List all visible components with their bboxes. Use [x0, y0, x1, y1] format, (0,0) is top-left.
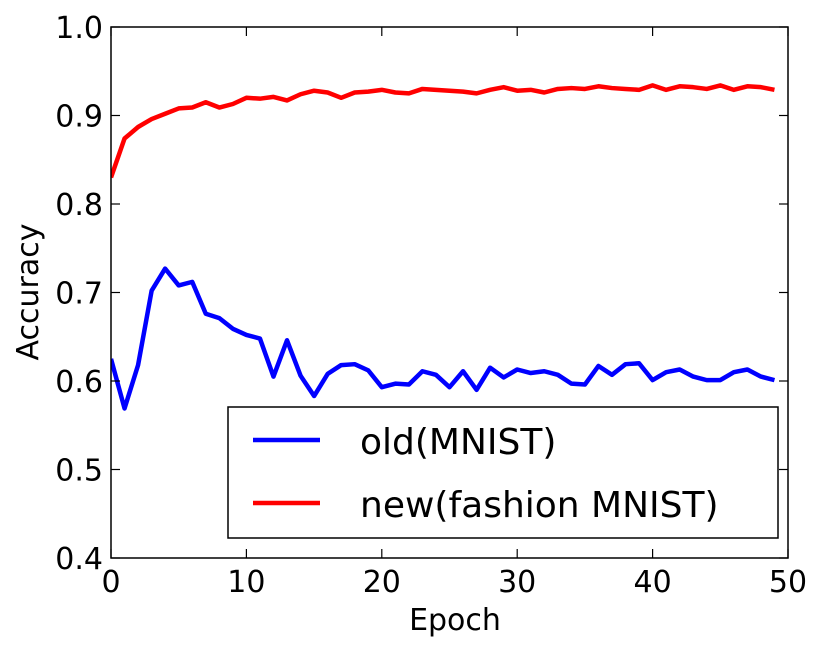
y-tick-label: 0.4 [55, 542, 103, 577]
y-tick-label: 0.8 [55, 188, 103, 223]
y-tick-label: 0.7 [55, 277, 103, 312]
x-tick-label: 20 [363, 565, 401, 600]
series-line-new-fashion-mnist [111, 83, 775, 179]
x-tick-label: 10 [227, 565, 265, 600]
legend-box [227, 406, 779, 539]
x-tick-label: 0 [101, 565, 120, 600]
y-tick-label: 1.0 [55, 11, 103, 46]
legend-label-new-fashion-mnist: new(fashion MNIST) [360, 485, 719, 526]
y-axis-label: Accuracy [11, 224, 46, 361]
y-tick-label: 0.5 [55, 454, 103, 489]
ticks-layer: 0 10 20 30 40 50 0.4 0.5 0.6 0.7 0.8 0.9 1.0 [55, 11, 807, 600]
y-tick-label: 0.9 [55, 100, 103, 135]
series-layer [111, 83, 776, 411]
legend-label-old-mnist: old(MNIST) [360, 422, 556, 463]
legend: old(MNIST) new(fashion MNIST) [227, 406, 779, 539]
x-tick-label: 40 [634, 565, 672, 600]
series-line-old-mnist [111, 266, 776, 411]
x-tick-label: 50 [769, 565, 807, 600]
x-tick-label: 30 [498, 565, 536, 600]
y-tick-label: 0.6 [55, 365, 103, 400]
x-axis-label: Epoch [409, 603, 501, 638]
